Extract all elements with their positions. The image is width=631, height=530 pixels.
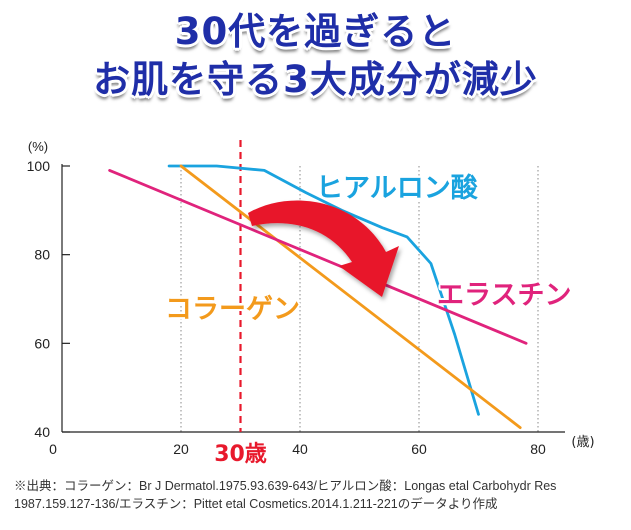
x-tick-label-40: 40 [292, 441, 308, 457]
axes: 100 80 60 40 (%) 0 20 40 60 80 (歳) [27, 139, 595, 457]
x-tick-label-20: 20 [173, 441, 189, 457]
x-tick-label-60: 60 [411, 441, 427, 457]
y-tick-label-60: 60 [34, 335, 50, 351]
source-footnote: ※出典：コラーゲン：Br J Dermatol.1975.93.639-643/… [14, 477, 626, 513]
y-tick-label-100: 100 [27, 158, 51, 174]
decline-arrow-icon [248, 200, 399, 297]
series-lines [108, 164, 528, 430]
title-line-1: 30代を過ぎると [174, 10, 457, 53]
age-marker-label: 30歳 [214, 442, 267, 467]
series-line-0 [167, 164, 480, 416]
y-tick-label-40: 40 [34, 424, 50, 440]
x-unit-label: (歳) [571, 435, 594, 450]
footnote-line-2: 1987.159.127-136/エラスチン：Pittet etal Cosme… [14, 497, 498, 511]
y-unit-label: (%) [28, 139, 48, 154]
series-label-2: エラスチン [437, 280, 571, 311]
y-tick-label-80: 80 [34, 247, 50, 263]
series-label-0: ヒアルロン酸 [316, 173, 479, 204]
footnote-line-1: ※出典：コラーゲン：Br J Dermatol.1975.93.639-643/… [14, 479, 557, 493]
x-tick-label-0: 0 [49, 441, 57, 457]
series-line-2 [108, 168, 528, 345]
age-marker: 30歳 [214, 140, 267, 467]
series-line-1 [179, 164, 522, 430]
series-label-1: コラーゲン [165, 294, 300, 325]
title-line-2: お肌を守る3大成分が減少 [93, 58, 538, 101]
x-tick-label-80: 80 [530, 441, 546, 457]
